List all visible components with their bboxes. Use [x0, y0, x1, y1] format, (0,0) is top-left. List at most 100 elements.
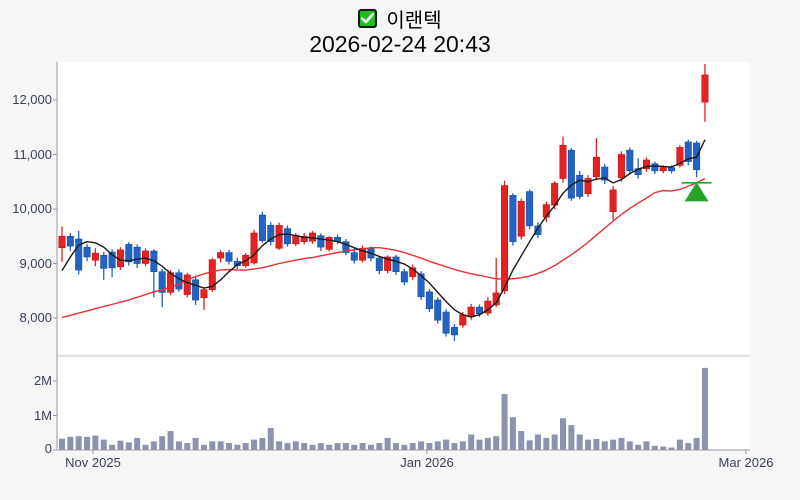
volume-bar: [618, 437, 625, 450]
volume-bar: [651, 445, 658, 450]
candle-up: [167, 272, 175, 293]
volume-bar: [259, 437, 266, 450]
volume-bar: [643, 441, 650, 450]
x-axis-label: Mar 2026: [718, 455, 774, 470]
volume-bar: [217, 441, 224, 450]
candle-down: [75, 238, 83, 271]
candle-down: [342, 241, 350, 253]
volume-bar: [434, 441, 441, 450]
volume-axis-label: 0: [44, 441, 52, 456]
candle-up: [676, 147, 684, 166]
candle-up: [701, 74, 709, 103]
candle-down: [258, 214, 266, 241]
volume-bar: [459, 441, 466, 450]
checkbox-icon[interactable]: [358, 8, 378, 28]
candle-up: [142, 250, 150, 264]
volume-bar: [125, 442, 132, 450]
volume-bar: [234, 444, 241, 450]
volume-bar: [67, 436, 74, 450]
volume-bar: [551, 434, 558, 450]
volume-bar: [493, 436, 500, 450]
candle-down: [526, 191, 534, 227]
price-panel[interactable]: [57, 62, 750, 354]
volume-bar: [242, 443, 249, 450]
candle-down: [83, 246, 91, 258]
volume-bar: [501, 394, 508, 450]
candle-down: [133, 246, 141, 264]
volume-bar: [468, 434, 475, 450]
volume-bar: [376, 443, 383, 450]
volume-bar: [84, 436, 91, 450]
x-axis-label: Nov 2025: [65, 455, 121, 470]
volume-bar: [342, 443, 349, 450]
candle-down: [417, 273, 425, 298]
volume-bar: [635, 444, 642, 450]
candle-down: [450, 326, 458, 336]
candle-down: [375, 257, 383, 271]
candle-down: [192, 279, 200, 301]
buy-marker-triangle: [684, 182, 709, 202]
candle-up: [384, 256, 392, 271]
candle-up: [501, 185, 509, 292]
volume-bar: [226, 443, 232, 450]
candle-down: [108, 251, 116, 269]
volume-panel[interactable]: [57, 357, 750, 450]
candle-down: [567, 149, 575, 199]
volume-bar: [175, 441, 182, 450]
candle-up: [58, 235, 66, 248]
candle-up: [300, 235, 308, 242]
candle-up: [275, 225, 283, 249]
price-axis-label: 10,000: [12, 201, 52, 216]
volume-bar: [451, 443, 458, 450]
candle-down: [425, 291, 433, 310]
volume-bar: [518, 431, 525, 450]
candle-down: [267, 225, 275, 243]
volume-bar: [660, 446, 667, 450]
candle-down: [100, 255, 108, 269]
x-axis-label: Jan 2026: [400, 455, 454, 470]
volume-bar: [401, 444, 408, 450]
volume-bar: [610, 439, 617, 450]
volume-bar: [267, 427, 274, 450]
candle-down: [158, 271, 166, 293]
candle-down: [684, 141, 692, 162]
volume-bar: [576, 434, 583, 450]
price-axis-label: 12,000: [12, 92, 52, 107]
volume-bar: [117, 440, 124, 450]
candle-down: [475, 306, 483, 314]
candle-down: [601, 166, 609, 181]
volume-bar: [292, 441, 299, 450]
candle-down: [626, 149, 634, 172]
volume-axis-label: 2M: [33, 373, 52, 388]
stock-name: 이랜텍: [386, 9, 442, 32]
candle-down: [434, 299, 442, 321]
candle-down: [576, 174, 584, 197]
volume-bar: [334, 443, 341, 450]
volume-bar: [367, 444, 374, 450]
volume-bar: [326, 444, 333, 450]
candle-down: [400, 271, 408, 283]
volume-bar: [309, 444, 316, 450]
candle-up: [659, 167, 667, 172]
volume-bar: [200, 444, 207, 450]
volume-bar: [534, 434, 541, 450]
candle-down: [651, 163, 659, 172]
volume-bar: [192, 437, 199, 450]
volume-bar: [509, 417, 516, 450]
ma-short-line: [61, 139, 706, 318]
datetime-label: 2026-02-24 20:43: [309, 31, 491, 57]
volume-bar: [676, 439, 683, 450]
volume-bar: [317, 443, 324, 450]
candle-up: [559, 144, 567, 179]
candle-up: [584, 178, 592, 195]
candle-down: [392, 256, 400, 272]
candle-up: [517, 201, 525, 237]
candle-down: [534, 225, 542, 235]
checkmark-icon: [361, 12, 375, 23]
candle-up: [200, 289, 208, 299]
candle-up: [208, 259, 216, 290]
volume-bar: [626, 441, 633, 450]
candle-up: [91, 252, 99, 261]
volume-bar: [601, 441, 608, 450]
